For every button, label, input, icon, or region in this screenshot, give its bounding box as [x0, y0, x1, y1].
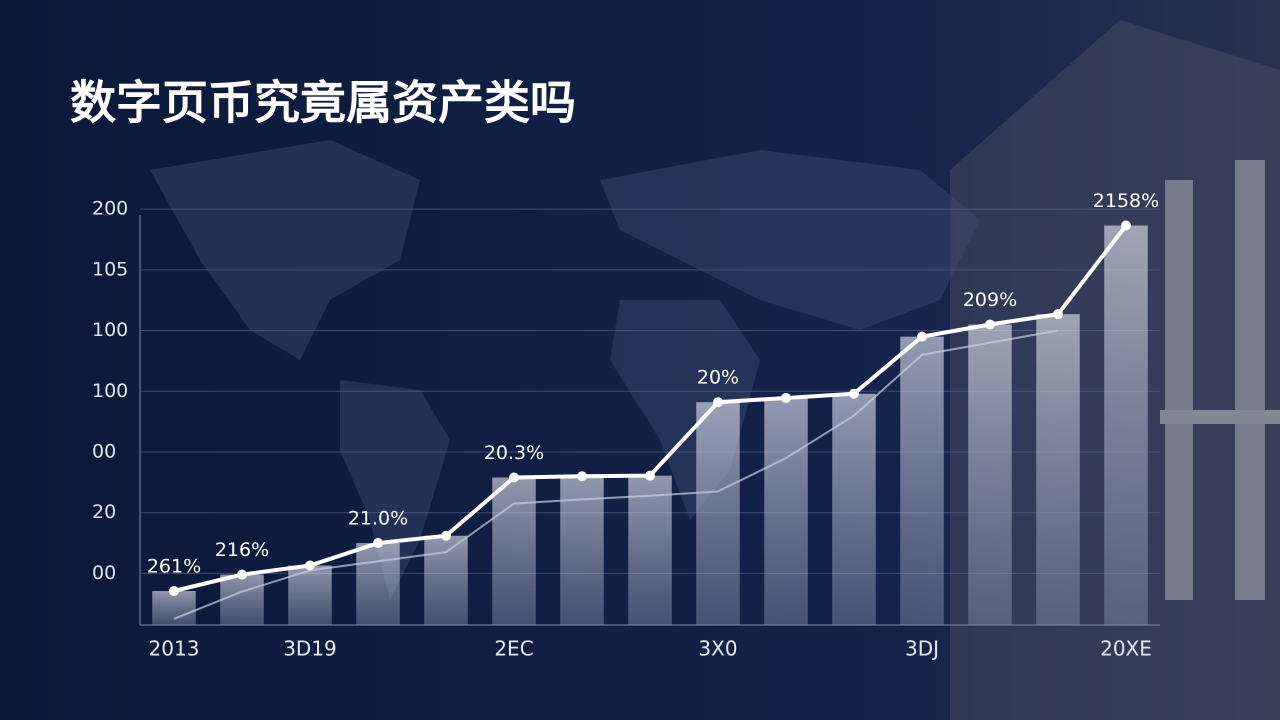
bar	[832, 393, 876, 625]
annotation: 21.0%	[348, 508, 408, 530]
x-tick-label: 2EC	[494, 637, 533, 661]
y-tick-label: 200	[92, 198, 128, 220]
point	[577, 471, 587, 482]
annotation: 20%	[697, 367, 739, 389]
point	[509, 472, 519, 483]
bar	[492, 477, 536, 625]
x-tick-label: 3DJ	[905, 637, 939, 661]
bar	[1036, 314, 1080, 625]
bar	[424, 535, 468, 625]
line	[173, 329, 1059, 620]
point	[441, 530, 451, 541]
point	[305, 560, 315, 571]
bar	[356, 543, 400, 625]
bar	[968, 324, 1012, 625]
annotation: 209%	[963, 289, 1017, 311]
x-tick-label: 20XE	[1100, 637, 1152, 661]
point	[713, 397, 723, 408]
point	[781, 392, 791, 403]
world-map	[150, 140, 980, 600]
x-tick-label: 3X0	[698, 637, 737, 661]
point	[917, 331, 927, 342]
annotation: 261%	[147, 556, 201, 578]
bar	[628, 475, 672, 625]
point	[1121, 220, 1131, 231]
point	[1053, 309, 1063, 320]
chart-title: 数字页币究竟属资产类吗	[70, 76, 576, 130]
x-tick-label: 3D19	[283, 637, 337, 661]
point	[985, 319, 995, 330]
point	[373, 538, 383, 549]
bar	[764, 397, 808, 625]
y-tick-label: 100	[92, 380, 128, 402]
y-tick-label: 00	[92, 440, 116, 462]
point	[237, 569, 247, 580]
annotation: 2158%	[1093, 190, 1159, 212]
point	[849, 388, 859, 399]
bar	[1104, 225, 1148, 626]
point	[169, 586, 179, 597]
y-tick-label: 00	[92, 562, 116, 584]
point	[645, 470, 655, 481]
x-tick-label: 2013	[149, 637, 200, 661]
annotation: 20.3%	[484, 442, 544, 464]
y-tick-label: 105	[92, 258, 128, 280]
bar	[696, 402, 740, 625]
bar	[152, 591, 196, 625]
y-tick-label: 100	[92, 319, 128, 341]
annotation: 216%	[215, 539, 269, 561]
bar	[900, 336, 944, 625]
bar	[220, 574, 264, 625]
y-tick-label: 20	[92, 501, 116, 523]
